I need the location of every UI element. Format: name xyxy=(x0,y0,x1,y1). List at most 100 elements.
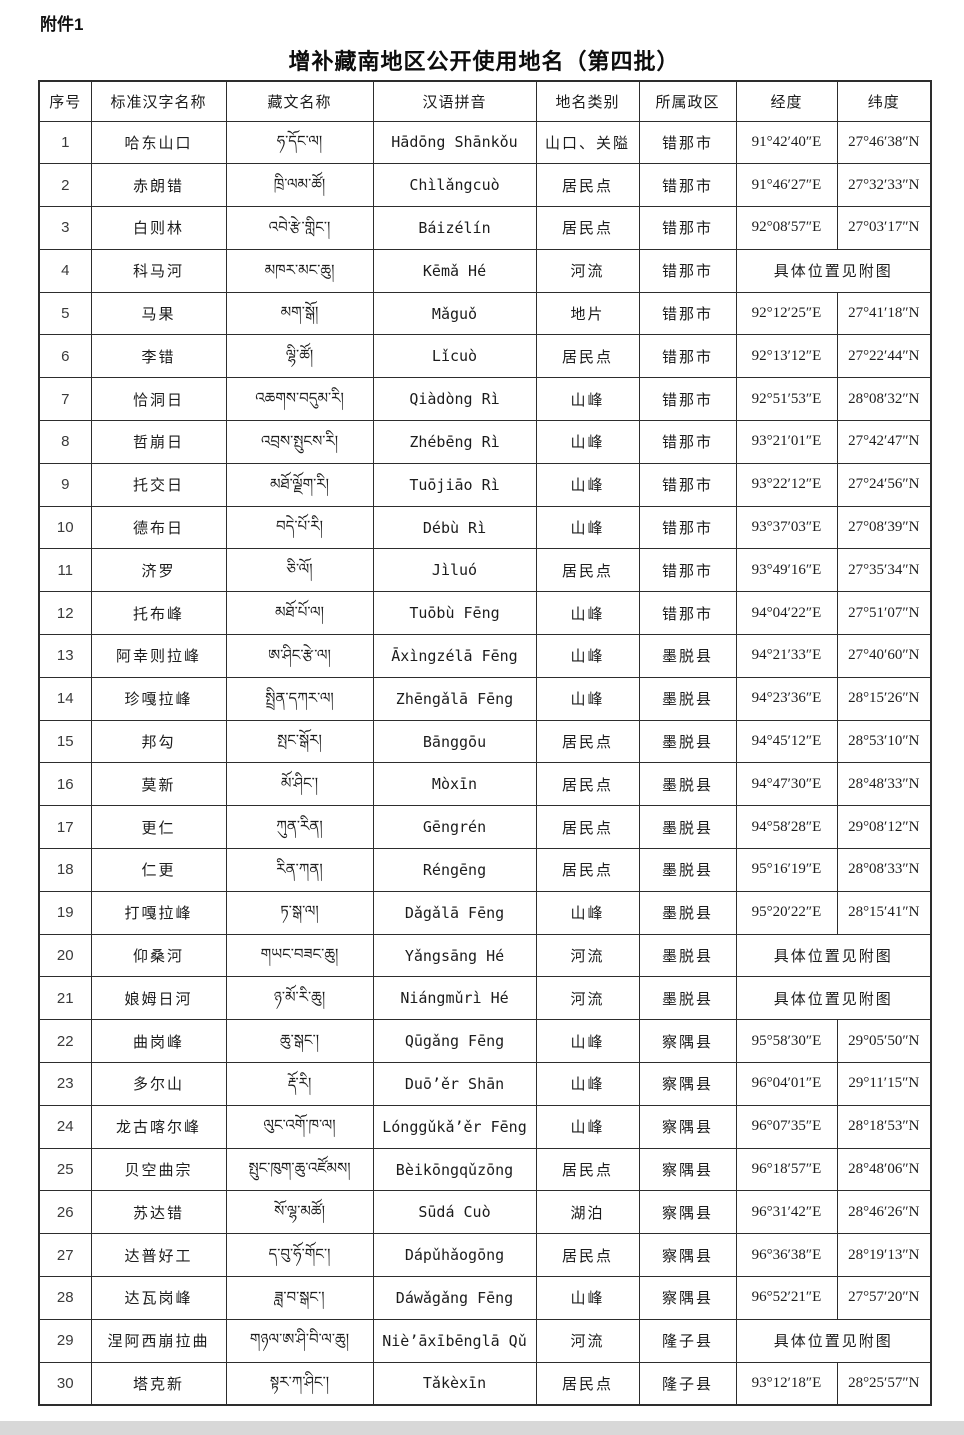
cell-category: 湖泊 xyxy=(535,1190,640,1235)
table-row: 29 涅阿西崩拉曲 གཉལ་ཨ་ཤི་བི་ལ་ཆུ། Niè’āxībēnglā Q… xyxy=(38,1318,932,1363)
cell-pinyin: Dǎgǎlā Fēng xyxy=(372,890,537,935)
cell-tibetan-name: མཐོ་ལྗོག་རི། xyxy=(225,462,374,507)
cell-category: 居民点 xyxy=(535,1361,640,1406)
cell-latitude: 29°08′12″N xyxy=(836,805,932,850)
cell-tibetan-name: སྤྲིན་དཀར་ལ། xyxy=(225,676,374,721)
cell-region: 错那市 xyxy=(638,334,737,379)
cell-region: 错那市 xyxy=(638,120,737,165)
table-row: 16 莫新 མོ་ཤིང་། Mòxīn 居民点 墨脱县 94°47′30″E 28°48′3… xyxy=(38,762,932,807)
table-header-row: 序号 标准汉字名称 藏文名称 汉语拼音 地名类别 所属政区 经度 纬度 xyxy=(38,80,932,122)
cell-latitude: 27°46′38″N xyxy=(836,120,932,165)
cell-pinyin: Tuōjiāo Rì xyxy=(372,462,537,507)
cell-pinyin: Chìlǎngcuò xyxy=(372,163,537,208)
cell-latitude: 27°57′20″N xyxy=(836,1276,932,1320)
cell-pinyin: Gēngrén xyxy=(372,805,537,850)
cell-serial-number: 13 xyxy=(38,634,92,678)
cell-longitude: 92°12′25″E xyxy=(735,291,838,336)
cell-pinyin: Duō’ěr Shān xyxy=(372,1062,537,1106)
cell-latitude: 28°18′53″N xyxy=(836,1104,932,1149)
cell-category: 居民点 xyxy=(535,848,640,892)
column-header-4: 地名类别 xyxy=(535,80,640,122)
cell-tibetan-name: ད་བུ་ཧོ་གོང་། xyxy=(225,1233,374,1278)
cell-latitude: 27°32′33″N xyxy=(836,163,932,208)
cell-longitude: 96°31′42″E xyxy=(735,1190,838,1235)
cell-category: 山峰 xyxy=(535,591,640,636)
cell-latitude: 28°15′41″N xyxy=(836,890,932,935)
cell-hanzi-name: 哲崩日 xyxy=(90,420,227,464)
cell-pinyin: Báizélín xyxy=(372,206,537,250)
cell-hanzi-name: 仰桑河 xyxy=(90,933,227,978)
cell-longitude: 94°58′28″E xyxy=(735,805,838,850)
cell-hanzi-name: 曲岗峰 xyxy=(90,1019,227,1064)
column-header-0: 序号 xyxy=(38,80,92,122)
cell-tibetan-name: ཉ་མོ་རི་ཆུ། xyxy=(225,976,374,1021)
cell-region: 墨脱县 xyxy=(638,976,737,1021)
cell-category: 河流 xyxy=(535,1318,640,1363)
cell-category: 居民点 xyxy=(535,206,640,250)
cell-serial-number: 23 xyxy=(38,1062,92,1106)
cell-longitude: 94°21′33″E xyxy=(735,634,838,678)
column-header-6: 经度 xyxy=(735,80,838,122)
cell-pinyin: Lónggǔkǎ’ěr Fēng xyxy=(372,1104,537,1149)
cell-tibetan-name: ལུང་འགོ་ཁ་ལ། xyxy=(225,1104,374,1149)
cell-longitude: 94°23′36″E xyxy=(735,676,838,721)
table-row: 26 苏达错 སོ་ལྷ་མཚོ། Sūdá Cuò 湖泊 察隅县 96°31′42″E 28… xyxy=(38,1190,932,1235)
cell-pinyin: Lǐcuò xyxy=(372,334,537,379)
cell-latitude: 27°51′07″N xyxy=(836,591,932,636)
cell-tibetan-name: མག་སྒོ། xyxy=(225,291,374,336)
table-row: 1 哈东山口 ཧ་དོང་ལ། Hādōng Shānkǒu 山口、关隘 错那市 91°42… xyxy=(38,120,932,165)
cell-location-note: 具体位置见附图 xyxy=(735,976,932,1021)
cell-tibetan-name: མོ་ཤིང་། xyxy=(225,762,374,807)
cell-category: 居民点 xyxy=(535,334,640,379)
cell-longitude: 93°49′16″E xyxy=(735,548,838,593)
table-row: 11 济罗 ཅི་ལོ། Jìluó 居民点 错那市 93°49′16″E 27°35′34″… xyxy=(38,548,932,593)
cell-pinyin: Qiàdòng Rì xyxy=(372,377,537,422)
cell-longitude: 96°04′01″E xyxy=(735,1062,838,1106)
cell-latitude: 28°08′32″N xyxy=(836,377,932,422)
cell-serial-number: 11 xyxy=(38,548,92,593)
cell-hanzi-name: 打嘎拉峰 xyxy=(90,890,227,935)
cell-latitude: 28°19′13″N xyxy=(836,1233,932,1278)
cell-latitude: 28°15′26″N xyxy=(836,676,932,721)
table-header: 序号 标准汉字名称 藏文名称 汉语拼音 地名类别 所属政区 经度 纬度 xyxy=(38,80,932,122)
cell-serial-number: 29 xyxy=(38,1318,92,1363)
table-row: 10 德布日 བདེ་པོ་རི། Débù Rì 山峰 错那市 93°37′03″E 27°… xyxy=(38,505,932,550)
cell-longitude: 91°46′27″E xyxy=(735,163,838,208)
cell-category: 山峰 xyxy=(535,1104,640,1149)
cell-latitude: 28°48′33″N xyxy=(836,762,932,807)
table-row: 17 更仁 ཀུན་རིན། Gēngrén 居民点 墨脱县 94°58′28″E 29°08… xyxy=(38,805,932,850)
cell-longitude: 94°04′22″E xyxy=(735,591,838,636)
cell-region: 错那市 xyxy=(638,163,737,208)
table-row: 25 贝空曲宗 སྤུང་ཁུག་ཆུ་འཛོམས། Bèikōngqǔzōng 居民点… xyxy=(38,1147,932,1192)
column-header-3: 汉语拼音 xyxy=(372,80,537,122)
cell-region: 察隅县 xyxy=(638,1190,737,1235)
cell-longitude: 91°42′40″E xyxy=(735,120,838,165)
cell-region: 隆子县 xyxy=(638,1318,737,1363)
cell-serial-number: 17 xyxy=(38,805,92,850)
cell-hanzi-name: 阿幸则拉峰 xyxy=(90,634,227,678)
table-row: 6 李错 ལྷི་ཚོ། Lǐcuò 居民点 错那市 92°13′12″E 27°22′44″… xyxy=(38,334,932,379)
table-row: 14 珍嘎拉峰 སྤྲིན་དཀར་ལ། Zhēngǎlā Fēng 山峰 墨脱县 94°2… xyxy=(38,676,932,721)
cell-hanzi-name: 恰洞日 xyxy=(90,377,227,422)
cell-region: 察隅县 xyxy=(638,1276,737,1320)
cell-region: 错那市 xyxy=(638,591,737,636)
cell-hanzi-name: 多尔山 xyxy=(90,1062,227,1106)
cell-latitude: 27°03′17″N xyxy=(836,206,932,250)
cell-latitude: 27°42′47″N xyxy=(836,420,932,464)
cell-serial-number: 12 xyxy=(38,591,92,636)
cell-pinyin: Niè’āxībēnglā Qǔ xyxy=(372,1318,537,1363)
table-row: 4 科马河 མཁར་མང་ཆུ། Kēmǎ Hé 河流 错那市 具体位置见附图 xyxy=(38,248,932,293)
cell-pinyin: Zhébēng Rì xyxy=(372,420,537,464)
cell-longitude: 95°20′22″E xyxy=(735,890,838,935)
cell-hanzi-name: 赤朗错 xyxy=(90,163,227,208)
cell-serial-number: 25 xyxy=(38,1147,92,1192)
table-row: 19 打嘎拉峰 ཏ་སྒ་ལ། Dǎgǎlā Fēng 山峰 墨脱县 95°20′22″E 2… xyxy=(38,890,932,935)
cell-tibetan-name: ཏ་སྒ་ལ། xyxy=(225,890,374,935)
cell-hanzi-name: 龙古喀尔峰 xyxy=(90,1104,227,1149)
cell-tibetan-name: ལྷི་ཚོ། xyxy=(225,334,374,379)
cell-tibetan-name: ཆུ་སྒང་། xyxy=(225,1019,374,1064)
cell-pinyin: Dáwǎgǎng Fēng xyxy=(372,1276,537,1320)
cell-latitude: 28°53′10″N xyxy=(836,719,932,764)
cell-tibetan-name: ཧ་དོང་ལ། xyxy=(225,120,374,165)
cell-longitude: 92°13′12″E xyxy=(735,334,838,379)
